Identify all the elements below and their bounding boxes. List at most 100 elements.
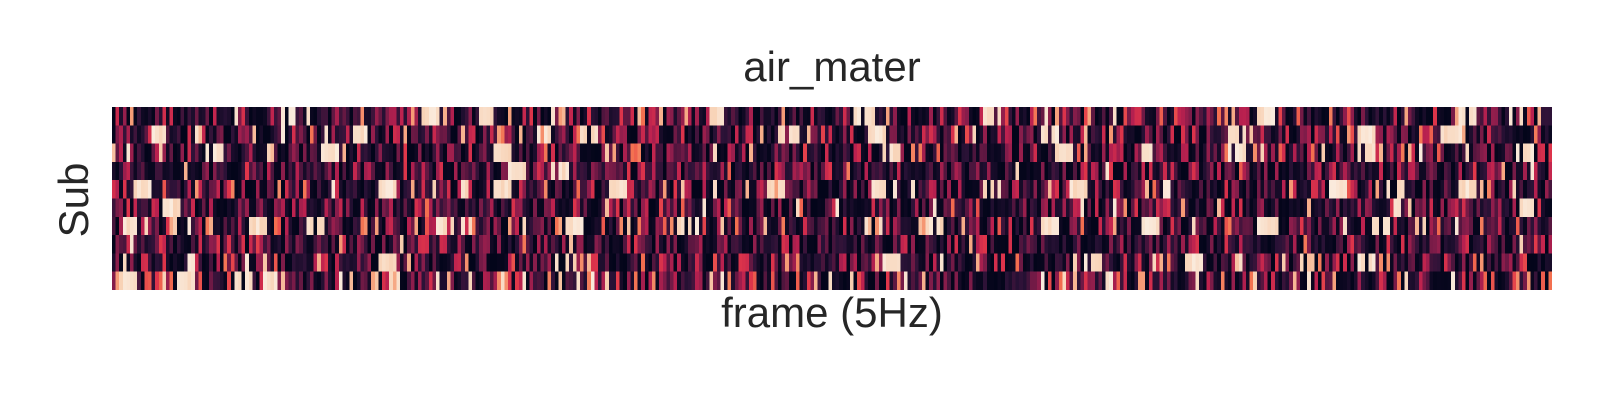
heatmap-cell [1397, 235, 1402, 254]
heatmap-cell [202, 107, 207, 126]
heatmap-cell [302, 253, 307, 273]
heatmap-cell [1224, 198, 1229, 218]
heatmap-cell [1206, 216, 1211, 236]
heatmap-cell [1433, 143, 1438, 163]
heatmap-cell [601, 107, 606, 126]
heatmap-cell [803, 180, 808, 200]
heatmap-cell [1084, 161, 1089, 181]
heatmap-cell [1026, 143, 1031, 163]
heatmap-cell [842, 180, 847, 200]
heatmap-cell [1372, 143, 1377, 163]
heatmap-cell [457, 161, 462, 181]
heatmap-cell [1411, 271, 1416, 290]
heatmap-cell [504, 271, 509, 290]
heatmap-cell [382, 253, 387, 273]
heatmap-cell [1379, 161, 1384, 181]
heatmap-cell [839, 107, 844, 126]
heatmap-cell [1472, 161, 1477, 181]
heatmap-cell [828, 216, 833, 236]
heatmap-cell [310, 198, 315, 218]
heatmap-cell [1328, 198, 1333, 218]
heatmap-cell [875, 198, 880, 218]
heatmap-cell [1278, 198, 1283, 218]
heatmap-cell [652, 235, 657, 254]
heatmap-cell [882, 198, 887, 218]
heatmap-cell [1274, 180, 1279, 200]
heatmap-cell [1375, 143, 1380, 163]
heatmap-cell [428, 161, 433, 181]
heatmap-cell [540, 216, 545, 236]
heatmap-cell [1069, 198, 1074, 218]
heatmap-cell [1008, 180, 1013, 200]
heatmap-cell [335, 143, 340, 163]
heatmap-cell [1148, 180, 1153, 200]
heatmap-cell [245, 125, 250, 145]
heatmap-cell [914, 271, 919, 290]
heatmap-cell [1422, 198, 1427, 218]
heatmap-cell [281, 180, 286, 200]
heatmap-cell [1350, 107, 1355, 126]
heatmap-cell [1523, 180, 1528, 200]
heatmap-cell [263, 198, 268, 218]
heatmap-cell [932, 161, 937, 181]
heatmap-cell [1127, 161, 1132, 181]
heatmap-cell [785, 107, 790, 126]
heatmap-cell [1458, 161, 1463, 181]
heatmap-cell [562, 253, 567, 273]
heatmap-cell [468, 235, 473, 254]
heatmap-cell [1048, 235, 1053, 254]
heatmap-cell [1440, 161, 1445, 181]
heatmap-cell [565, 107, 570, 126]
heatmap-cell [367, 216, 372, 236]
heatmap-cell [576, 253, 581, 273]
heatmap-cell [1336, 253, 1341, 273]
heatmap-cell [1094, 271, 1099, 290]
heatmap-cell [806, 198, 811, 218]
heatmap-cell [418, 198, 423, 218]
heatmap-cell [1444, 161, 1449, 181]
heatmap-cell [608, 253, 613, 273]
heatmap-cell [526, 253, 531, 273]
heatmap-cell [1098, 198, 1103, 218]
heatmap-cell [734, 198, 739, 218]
heatmap-cell [814, 143, 819, 163]
heatmap-cell [706, 271, 711, 290]
heatmap-cell [709, 107, 714, 126]
heatmap-cell [1357, 125, 1362, 145]
heatmap-cell [558, 143, 563, 163]
heatmap-cell [994, 216, 999, 236]
heatmap-cell [842, 216, 847, 236]
heatmap-cell [194, 143, 199, 163]
heatmap-cell [810, 125, 815, 145]
heatmap-cell [580, 180, 585, 200]
heatmap-cell [1109, 143, 1114, 163]
heatmap-cell [464, 107, 469, 126]
heatmap-cell [256, 216, 261, 236]
heatmap-cell [346, 180, 351, 200]
heatmap-cell [1397, 125, 1402, 145]
heatmap-cell [1440, 107, 1445, 126]
heatmap-cell [392, 180, 397, 200]
heatmap-cell [1307, 143, 1312, 163]
heatmap-cell [1192, 216, 1197, 236]
heatmap-cell [1253, 143, 1258, 163]
heatmap-cell [1159, 271, 1164, 290]
heatmap-cell [400, 216, 405, 236]
heatmap-cell [252, 125, 257, 145]
heatmap-cell [1487, 143, 1492, 163]
heatmap-cell [1130, 107, 1135, 126]
heatmap-cell [875, 180, 880, 200]
heatmap-cell [508, 107, 513, 126]
heatmap-cell [169, 253, 174, 273]
heatmap-cell [522, 216, 527, 236]
heatmap-cell [1458, 198, 1463, 218]
heatmap-cell [799, 180, 804, 200]
heatmap-cell [1148, 271, 1153, 290]
heatmap-cell [1195, 271, 1200, 290]
heatmap-cell [1296, 198, 1301, 218]
heatmap-cell [349, 107, 354, 126]
heatmap-cell [846, 143, 851, 163]
heatmap-cell [464, 235, 469, 254]
heatmap-cell [1152, 253, 1157, 273]
heatmap-cell [799, 143, 804, 163]
